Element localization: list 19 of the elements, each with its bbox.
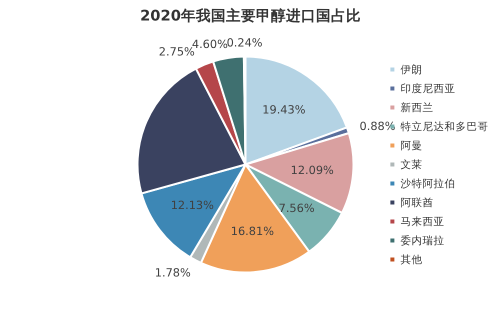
legend-label: 阿联酋 xyxy=(400,196,434,209)
legend-label: 印度尼西亚 xyxy=(400,82,456,95)
legend-label: 阿曼 xyxy=(400,139,422,152)
data-label: 19.43% xyxy=(262,102,306,117)
legend-label: 马来西亚 xyxy=(400,215,444,228)
legend-label: 文莱 xyxy=(400,158,422,171)
legend-label: 伊朗 xyxy=(400,63,422,76)
data-label: 12.13% xyxy=(170,198,214,212)
data-label: 12.09% xyxy=(290,163,334,178)
legend-label: 特立尼达和多巴哥 xyxy=(400,120,488,133)
legend-label: 委内瑞拉 xyxy=(400,234,444,247)
legend-label: 沙特阿拉伯 xyxy=(400,177,456,190)
legend-label: 其他 xyxy=(400,253,422,266)
data-label: 1.78% xyxy=(154,266,191,280)
data-label: 16.81% xyxy=(230,224,274,238)
data-label: 0.24% xyxy=(226,35,263,50)
chart-title: 2020年我国主要甲醇进口国占比 xyxy=(140,6,361,24)
legend-label: 新西兰 xyxy=(400,101,434,114)
data-label: 7.56% xyxy=(278,200,315,215)
